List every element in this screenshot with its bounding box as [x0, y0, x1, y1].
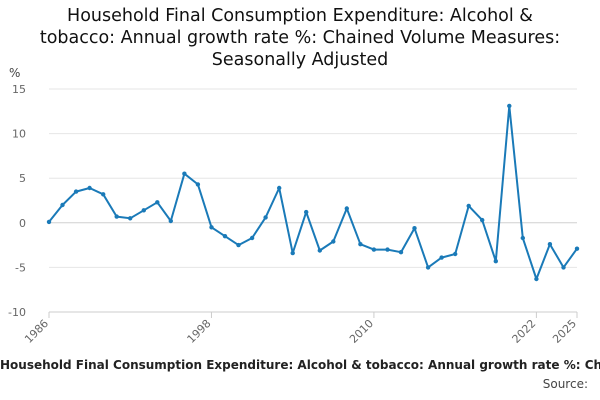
data-point	[358, 242, 363, 247]
data-point	[398, 250, 404, 255]
data-point	[304, 209, 309, 215]
data-point	[317, 248, 322, 253]
data-point	[520, 235, 525, 241]
data-point	[209, 225, 214, 230]
data-point	[249, 235, 255, 241]
data-point	[277, 185, 282, 191]
data-point	[46, 219, 52, 225]
data-point	[561, 265, 566, 270]
chart-title-line-2: tobacco: Annual growth rate %: Chained V…	[39, 28, 561, 48]
y-tick-label: 0	[19, 217, 26, 230]
data-point	[493, 259, 498, 264]
data-point	[222, 234, 228, 239]
data-point	[439, 255, 444, 260]
x-tick-label: 1986	[22, 317, 51, 346]
data-point	[425, 265, 431, 270]
data-point	[480, 217, 485, 223]
data-point	[236, 242, 241, 248]
y-tick-label: -10	[8, 306, 26, 319]
data-point	[507, 103, 512, 109]
data-point	[87, 185, 92, 191]
data-point	[128, 216, 133, 221]
chart-title-line-1: Household Final Consumption Expenditure:…	[67, 6, 533, 26]
data-point	[114, 214, 119, 219]
y-tick-label: 10	[12, 128, 26, 141]
data-point	[453, 251, 458, 257]
x-tick-label: 2025	[550, 317, 579, 346]
chart-title: Household Final Consumption Expenditure:…	[10, 5, 590, 71]
data-point	[263, 215, 268, 220]
data-point	[182, 171, 187, 176]
x-tick-label: 2022	[510, 317, 539, 346]
data-point	[547, 242, 553, 247]
x-tick-label: 1998	[185, 317, 214, 346]
data-point	[466, 203, 471, 209]
data-point	[344, 206, 349, 211]
data-point	[371, 247, 377, 252]
data-point	[385, 247, 390, 252]
data-point	[155, 200, 160, 205]
footer-series-label: Household Final Consumption Expenditure:…	[0, 358, 600, 372]
y-tick-label: 5	[19, 172, 26, 185]
data-point	[73, 189, 79, 194]
x-tick-label: 2010	[347, 317, 376, 346]
data-point	[141, 208, 146, 213]
data-point	[574, 246, 580, 251]
data-point	[331, 239, 336, 244]
data-point	[412, 226, 417, 231]
data-point	[195, 182, 201, 187]
y-tick-label: 15	[12, 83, 26, 96]
footer-source-label: Source:	[542, 377, 588, 391]
data-point	[101, 192, 106, 197]
series-line	[48, 104, 578, 280]
data-point	[534, 276, 539, 282]
data-point	[168, 218, 173, 224]
y-tick-label: -5	[15, 261, 26, 274]
chart-title-line-3: Seasonally Adjusted	[211, 50, 389, 70]
data-point	[290, 250, 295, 256]
grid-layer	[49, 88, 577, 313]
axis-layer: -10 -5 0 5 10 15% 1986 1998 2010 2022 2025	[8, 66, 579, 346]
data-point	[60, 202, 65, 208]
series-layer	[46, 103, 580, 282]
y-axis-unit-label: %	[9, 66, 20, 80]
